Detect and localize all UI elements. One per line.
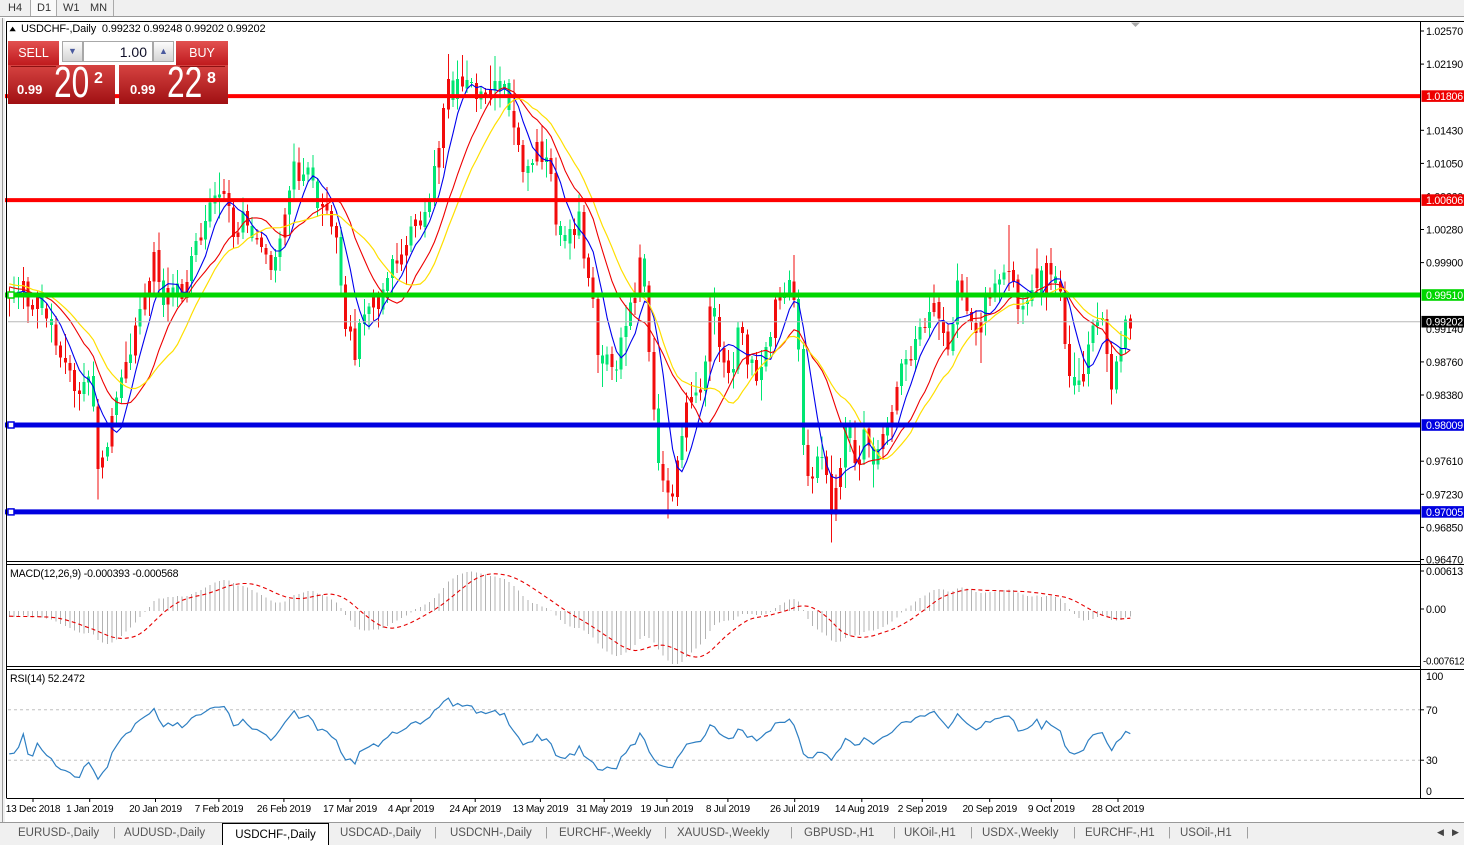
svg-text:-0.007612: -0.007612 [1423,657,1464,668]
svg-text:1 Jan 2019: 1 Jan 2019 [66,804,114,815]
svg-text:1.02190: 1.02190 [1426,59,1463,71]
svg-text:70: 70 [1426,705,1438,717]
svg-text:0.99510: 0.99510 [1426,290,1463,302]
svg-text:28 Oct 2019: 28 Oct 2019 [1092,804,1145,815]
svg-text:7 Feb 2019: 7 Feb 2019 [195,804,244,815]
svg-text:0: 0 [1426,786,1432,798]
svg-text:1.00280: 1.00280 [1426,225,1463,237]
svg-text:0.97005: 0.97005 [1426,507,1463,519]
svg-text:14 Aug 2019: 14 Aug 2019 [835,804,890,815]
svg-text:20 Sep 2019: 20 Sep 2019 [962,804,1017,815]
svg-text:0.00613: 0.00613 [1426,566,1463,578]
svg-text:1.01430: 1.01430 [1426,125,1463,137]
svg-text:1.02570: 1.02570 [1426,26,1463,38]
svg-text:19 Jun 2019: 19 Jun 2019 [640,804,693,815]
svg-text:26 Jul 2019: 26 Jul 2019 [770,804,820,815]
svg-text:31 May 2019: 31 May 2019 [576,804,632,815]
svg-text:0.97230: 0.97230 [1426,489,1463,501]
svg-text:0.96850: 0.96850 [1426,522,1463,534]
svg-text:8 Jul 2019: 8 Jul 2019 [706,804,751,815]
svg-text:26 Feb 2019: 26 Feb 2019 [257,804,312,815]
svg-text:0.97610: 0.97610 [1426,456,1463,468]
svg-text:30: 30 [1426,755,1438,767]
svg-text:1.00606: 1.00606 [1426,195,1463,207]
svg-text:0.00: 0.00 [1426,604,1446,616]
svg-text:100: 100 [1426,671,1443,683]
svg-text:17 Mar 2019: 17 Mar 2019 [323,804,378,815]
svg-text:0.98009: 0.98009 [1426,420,1463,432]
svg-text:0.96470: 0.96470 [1426,555,1463,567]
svg-text:RSI(14) 52.2472: RSI(14) 52.2472 [10,673,85,685]
svg-text:24 Apr 2019: 24 Apr 2019 [449,804,501,815]
svg-text:0.98760: 0.98760 [1426,357,1463,369]
svg-text:20 Jan 2019: 20 Jan 2019 [129,804,182,815]
svg-text:2 Sep 2019: 2 Sep 2019 [898,804,948,815]
svg-text:USDCHF-,Daily 0.99232 0.99248: USDCHF-,Daily 0.99232 0.99248 0.99202 0.… [21,23,265,35]
svg-text:0.98380: 0.98380 [1426,390,1463,402]
svg-text:13 Dec 2018: 13 Dec 2018 [6,804,61,815]
svg-text:1.01806: 1.01806 [1426,91,1463,103]
svg-text:0.99202: 0.99202 [1426,317,1463,329]
svg-text:9 Oct 2019: 9 Oct 2019 [1028,804,1076,815]
svg-text:MACD(12,26,9) -0.000393 -0.000: MACD(12,26,9) -0.000393 -0.000568 [10,568,179,580]
svg-text:0.99900: 0.99900 [1426,258,1463,270]
svg-text:13 May 2019: 13 May 2019 [513,804,569,815]
svg-text:1.01050: 1.01050 [1426,158,1463,170]
svg-text:4 Apr 2019: 4 Apr 2019 [388,804,435,815]
